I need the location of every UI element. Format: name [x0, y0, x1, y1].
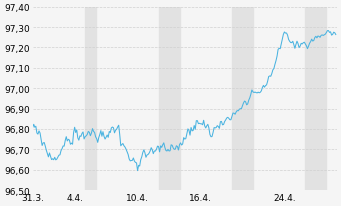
Bar [306, 8, 326, 190]
Bar [159, 8, 179, 190]
Bar [85, 8, 95, 190]
Bar [232, 8, 253, 190]
